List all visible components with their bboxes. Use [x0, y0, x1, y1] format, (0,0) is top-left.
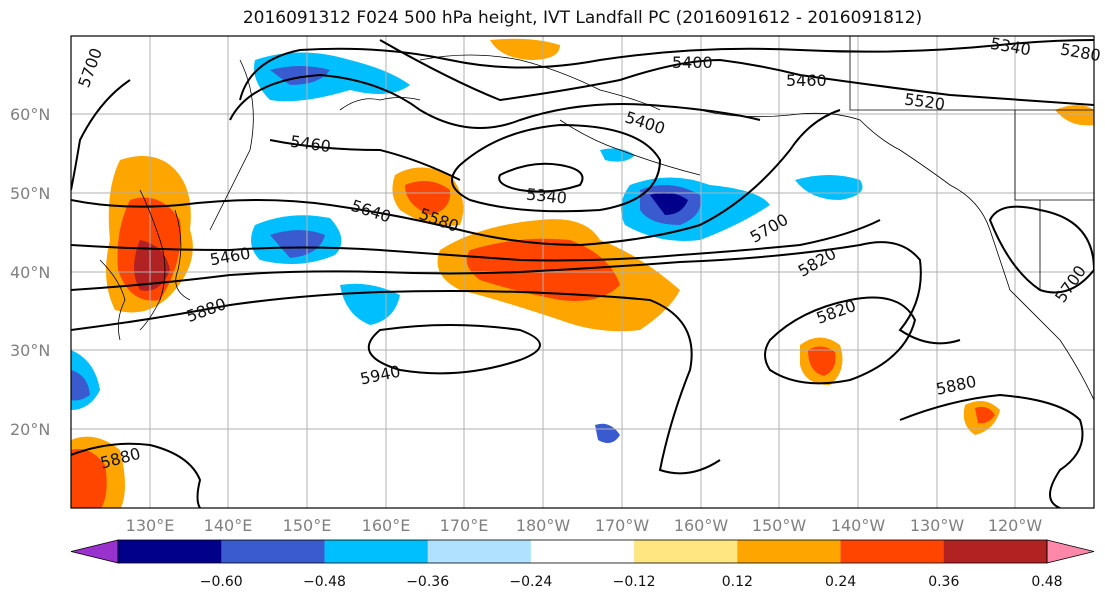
lat-tick: 30°N	[10, 341, 50, 360]
colorbar-label: 0.48	[1031, 574, 1062, 590]
colorbar-segment	[634, 540, 738, 563]
contour-label: 5700	[1051, 262, 1090, 306]
lon-tick: 130°W	[910, 516, 965, 535]
colorbar-label: −0.12	[613, 574, 656, 590]
lon-tick: 160°E	[362, 516, 411, 535]
lon-tick: 170°E	[440, 516, 489, 535]
colorbar-label: −0.36	[406, 574, 449, 590]
contour-label: 5460	[289, 132, 332, 156]
contour-label: 5340	[525, 185, 567, 208]
colorbar: −0.60 −0.48 −0.36 −0.24 −0.12 0.12 0.24 0.36 0.4…	[70, 539, 1095, 590]
lat-tick: 50°N	[10, 184, 50, 203]
lat-tick: 60°N	[10, 105, 50, 124]
colorbar-border	[117, 539, 1048, 564]
ivt-shading	[71, 38, 1094, 508]
lon-tick: 150°W	[752, 516, 807, 535]
colorbar-segment	[530, 540, 635, 563]
colorbar-extend-max	[1046, 539, 1095, 564]
colorbar-segment	[943, 540, 1048, 563]
colorbar-label: −0.60	[200, 574, 243, 590]
lon-tick: 130°E	[126, 516, 175, 535]
contour-label: 5400	[623, 108, 668, 139]
colorbar-label: 0.12	[722, 574, 753, 590]
lat-tick: 40°N	[10, 263, 50, 282]
contour-label: 5880	[934, 372, 978, 399]
lat-tick: 20°N	[10, 420, 50, 439]
lon-tick: 180°W	[516, 516, 571, 535]
colorbar-segment	[427, 540, 532, 563]
contour-label: 5400	[672, 53, 713, 72]
colorbar-segment	[118, 540, 222, 563]
lon-tick: 160°W	[674, 516, 729, 535]
map-title: 2016091312 F024 500 hPa height, IVT Land…	[242, 8, 923, 28]
coastlines	[99, 36, 1094, 401]
contour-label: 5820	[814, 296, 859, 328]
contour-label: 5880	[184, 294, 229, 326]
contour-label: 5700	[74, 45, 106, 90]
map-frame	[70, 35, 1095, 509]
lon-tick: 140°W	[831, 516, 886, 535]
colorbar-segment	[840, 540, 945, 563]
colorbar-segment	[737, 540, 842, 563]
colorbar-label: 0.24	[825, 574, 856, 590]
colorbar-segment	[324, 540, 429, 563]
lon-tick: 140°E	[204, 516, 253, 535]
lon-tick: 150°E	[283, 516, 332, 535]
contour-label: 5460	[786, 71, 827, 90]
colorbar-segment	[221, 540, 325, 563]
colorbar-label: −0.24	[509, 574, 552, 590]
contour-label: 5700	[747, 210, 792, 247]
contour-label: 5940	[358, 362, 402, 389]
contour-label: 5340	[989, 34, 1032, 60]
lat-ticks: 60°N 50°N 40°N 30°N 20°N	[10, 105, 50, 439]
contour-label: 5640	[349, 196, 394, 227]
contour-label: 5280	[1059, 39, 1102, 65]
lon-ticks: 130°E 140°E 150°E 160°E 170°E 180°W 170°…	[126, 516, 1043, 535]
lon-tick: 170°W	[595, 516, 650, 535]
colorbar-extend-min	[70, 539, 119, 564]
colorbar-label: 0.36	[928, 574, 959, 590]
colorbar-label: −0.48	[303, 574, 346, 590]
graticule	[71, 36, 1094, 508]
lon-tick: 120°W	[988, 516, 1043, 535]
contour-label: 5820	[795, 244, 840, 281]
contour-label: 5460	[208, 244, 251, 270]
height-contours	[71, 39, 1094, 508]
